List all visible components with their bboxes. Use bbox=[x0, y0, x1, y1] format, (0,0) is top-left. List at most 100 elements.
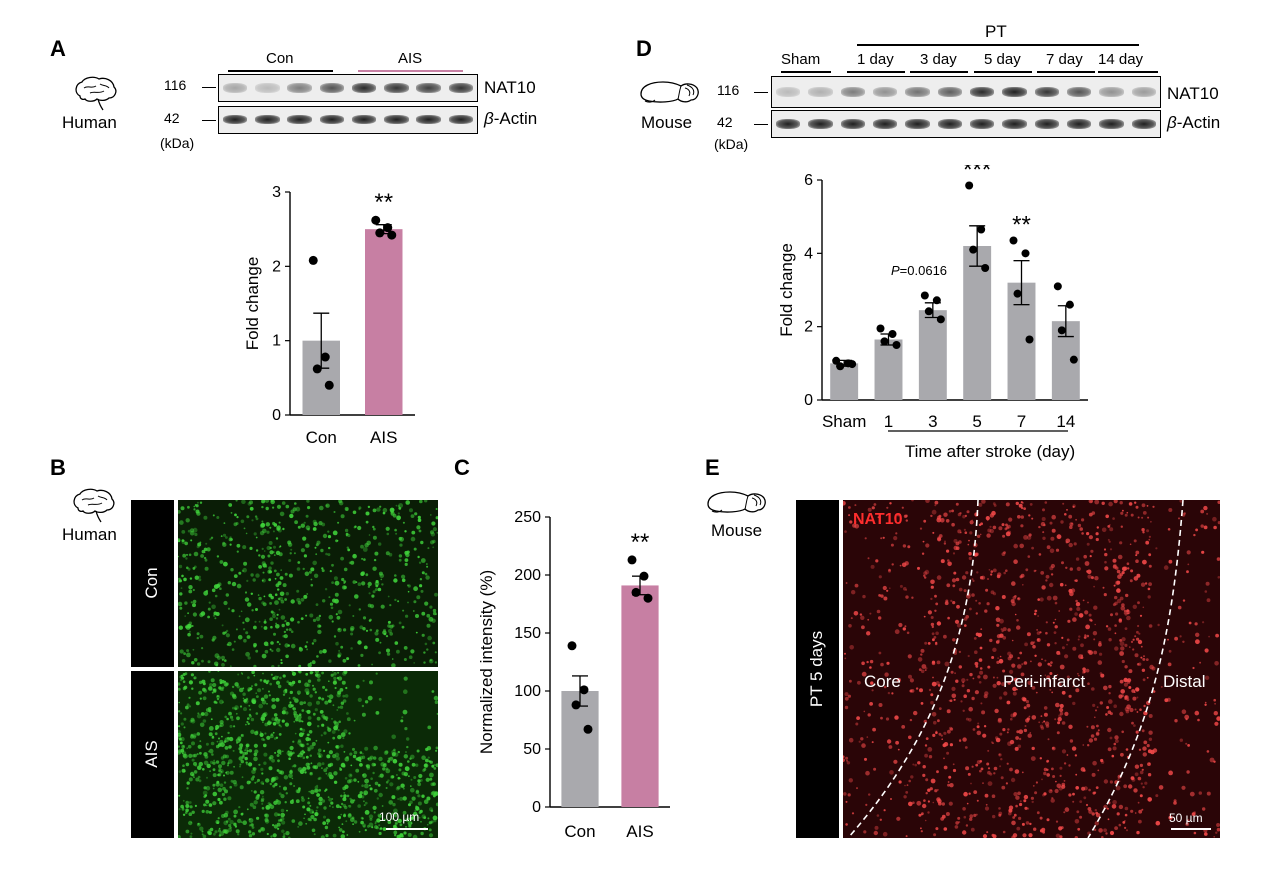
puncta-dot bbox=[312, 765, 317, 769]
puncta-dot bbox=[291, 671, 297, 676]
puncta-dot bbox=[376, 507, 381, 512]
puncta-dot bbox=[225, 831, 228, 834]
puncta-dot bbox=[281, 710, 286, 715]
puncta-dot bbox=[935, 681, 940, 686]
puncta-dot bbox=[1084, 634, 1087, 637]
puncta-dot bbox=[1019, 651, 1023, 655]
puncta-dot bbox=[296, 690, 301, 695]
puncta-dot bbox=[274, 782, 278, 787]
puncta-dot bbox=[997, 717, 1002, 722]
puncta-dot bbox=[245, 746, 249, 750]
blot-a-target-nat10: NAT10 bbox=[484, 78, 536, 97]
puncta-dot bbox=[1105, 713, 1108, 716]
puncta-dot bbox=[378, 756, 383, 762]
puncta-dot bbox=[1204, 648, 1209, 653]
puncta-dot bbox=[364, 810, 370, 815]
puncta-dot bbox=[348, 732, 351, 735]
puncta-dot bbox=[233, 765, 235, 768]
puncta-dot bbox=[1126, 511, 1129, 514]
puncta-dot bbox=[419, 578, 423, 581]
puncta-dot bbox=[230, 568, 234, 572]
puncta-dot bbox=[969, 672, 973, 677]
puncta-dot bbox=[1130, 513, 1134, 517]
puncta-dot bbox=[945, 812, 950, 816]
puncta-dot bbox=[979, 769, 982, 773]
data-point bbox=[836, 362, 845, 371]
puncta-dot bbox=[972, 579, 975, 582]
puncta-dot bbox=[291, 819, 296, 823]
puncta-dot bbox=[313, 638, 317, 643]
puncta-dot bbox=[327, 535, 332, 539]
puncta-dot bbox=[1052, 595, 1058, 601]
puncta-dot bbox=[938, 707, 942, 710]
puncta-dot bbox=[353, 719, 356, 722]
puncta-dot bbox=[1197, 718, 1200, 722]
puncta-dot bbox=[343, 585, 347, 590]
puncta-dot bbox=[1133, 788, 1138, 793]
puncta-dot bbox=[899, 564, 902, 567]
puncta-dot bbox=[332, 806, 334, 808]
puncta-dot bbox=[1098, 828, 1103, 833]
puncta-dot bbox=[992, 592, 997, 596]
puncta-dot bbox=[363, 645, 368, 650]
puncta-dot bbox=[1118, 823, 1122, 827]
puncta-dot bbox=[386, 648, 390, 653]
puncta-dot bbox=[980, 702, 983, 705]
puncta-dot bbox=[1042, 793, 1045, 797]
puncta-dot bbox=[883, 685, 887, 689]
puncta-dot bbox=[402, 521, 405, 524]
puncta-dot bbox=[1028, 833, 1033, 838]
puncta-dot bbox=[1007, 728, 1010, 731]
puncta-dot bbox=[925, 737, 929, 740]
puncta-dot bbox=[1140, 782, 1143, 785]
puncta-dot bbox=[425, 747, 429, 752]
puncta-dot bbox=[976, 534, 981, 538]
puncta-dot bbox=[1074, 819, 1080, 824]
puncta-dot bbox=[360, 763, 363, 766]
puncta-dot bbox=[1055, 702, 1060, 708]
puncta-dot bbox=[306, 500, 310, 503]
blot-d-group-5day: 5 day bbox=[984, 51, 1021, 68]
puncta-dot bbox=[931, 625, 934, 629]
puncta-dot bbox=[315, 603, 319, 606]
puncta-dot bbox=[407, 760, 410, 763]
puncta-dot bbox=[1187, 563, 1190, 566]
puncta-dot bbox=[1095, 537, 1099, 542]
puncta-dot bbox=[851, 590, 856, 595]
puncta-dot bbox=[269, 617, 273, 621]
puncta-dot bbox=[430, 530, 434, 535]
puncta-dot bbox=[1049, 688, 1052, 691]
puncta-dot bbox=[280, 725, 282, 728]
puncta-dot bbox=[378, 824, 381, 827]
puncta-dot bbox=[407, 590, 410, 593]
puncta-dot bbox=[312, 527, 317, 531]
puncta-dot bbox=[224, 746, 229, 750]
puncta-dot bbox=[217, 671, 220, 672]
puncta-dot bbox=[403, 646, 408, 650]
puncta-dot bbox=[1034, 609, 1038, 613]
puncta-dot bbox=[290, 509, 295, 514]
puncta-dot bbox=[368, 619, 372, 622]
puncta-dot bbox=[863, 710, 866, 713]
puncta-dot bbox=[1012, 714, 1016, 718]
puncta-dot bbox=[240, 812, 244, 816]
puncta-dot bbox=[968, 556, 972, 560]
puncta-dot bbox=[382, 767, 386, 771]
puncta-dot bbox=[187, 632, 191, 637]
puncta-dot bbox=[878, 616, 882, 620]
puncta-dot bbox=[321, 714, 325, 718]
puncta-dot bbox=[347, 548, 351, 552]
puncta-dot bbox=[1054, 788, 1059, 794]
puncta-dot bbox=[991, 794, 996, 798]
puncta-dot bbox=[426, 623, 431, 628]
puncta-dot bbox=[1082, 744, 1085, 746]
puncta-dot bbox=[301, 796, 304, 799]
puncta-dot bbox=[861, 661, 865, 666]
puncta-dot bbox=[186, 747, 188, 749]
puncta-dot bbox=[974, 553, 977, 557]
blot-a-mw-116: 116 bbox=[164, 77, 187, 93]
puncta-dot bbox=[207, 750, 210, 753]
puncta-dot bbox=[886, 506, 889, 509]
puncta-dot bbox=[397, 750, 400, 754]
puncta-dot bbox=[216, 780, 220, 784]
